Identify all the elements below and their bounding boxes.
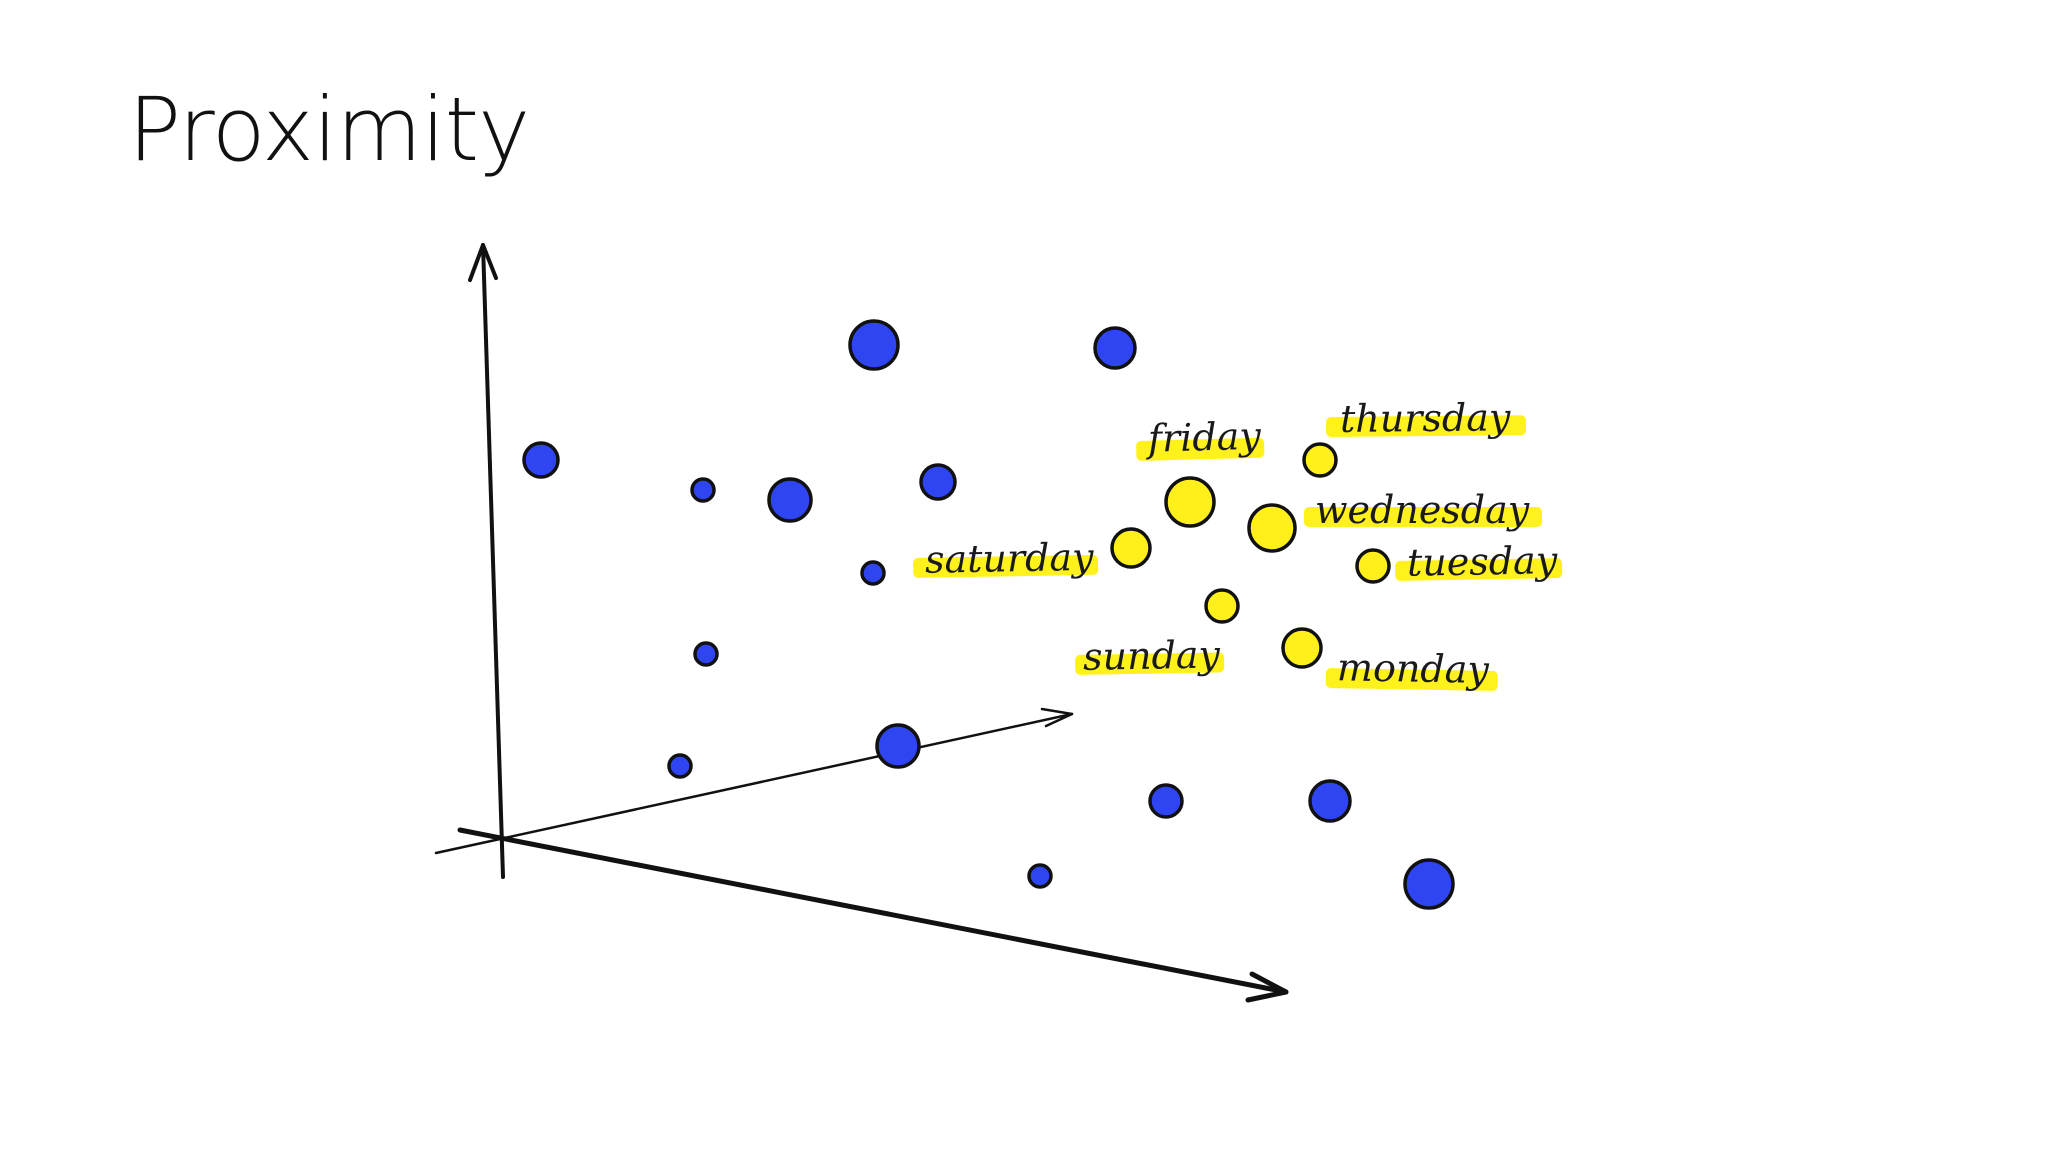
- data-points: [522, 319, 1455, 910]
- word-monday: monday: [1337, 645, 1490, 692]
- highlight-monday: [1325, 668, 1498, 691]
- highlight-friday: [1136, 437, 1265, 461]
- label-thursday: thursday: [1326, 395, 1527, 441]
- blue-point-1: [848, 319, 900, 371]
- axes: [434, 243, 1289, 1003]
- word-friday: friday: [1144, 414, 1261, 461]
- label-tuesday: tuesday: [1395, 538, 1563, 585]
- depth-axis: [434, 712, 1074, 855]
- blue-point-4: [690, 477, 716, 503]
- highlight-wednesday: [1304, 507, 1542, 527]
- highlight-sunday: [1075, 652, 1225, 675]
- blue-point-12: [1308, 779, 1352, 823]
- yellow-point-6: [1204, 588, 1240, 624]
- vertical-axis-arrowhead: [468, 243, 498, 282]
- highlight-tuesday: [1395, 558, 1563, 581]
- blue-point-13: [1027, 863, 1053, 889]
- yellow-point-3: [1247, 503, 1297, 553]
- depth-axis-arrowhead: [1040, 707, 1074, 728]
- yellow-point-2: [1164, 476, 1216, 528]
- blue-point-11: [1148, 783, 1184, 819]
- label-saturday: saturday: [913, 535, 1099, 582]
- highlight-saturday: [913, 554, 1099, 578]
- word-sunday: sunday: [1083, 632, 1221, 678]
- horizontal-axis: [457, 827, 1289, 995]
- blue-point-6: [919, 463, 957, 501]
- blue-point-5: [767, 477, 813, 523]
- blue-point-3: [522, 441, 560, 479]
- blue-point-8: [693, 641, 719, 667]
- label-wednesday: wednesday: [1304, 488, 1542, 532]
- word-tuesday: tuesday: [1407, 538, 1558, 585]
- blue-point-9: [667, 753, 693, 779]
- vertical-axis: [481, 243, 505, 879]
- horizontal-axis-arrowhead: [1245, 971, 1289, 1003]
- blue-point-7: [860, 560, 886, 586]
- blue-point-14: [1403, 858, 1455, 910]
- blue-point-2: [1093, 326, 1137, 370]
- yellow-point-5: [1355, 548, 1391, 584]
- word-saturday: saturday: [925, 535, 1095, 582]
- yellow-point-4: [1110, 527, 1152, 569]
- yellow-point-1: [1302, 442, 1338, 478]
- label-friday: friday: [1136, 414, 1265, 461]
- label-sunday: sunday: [1075, 632, 1225, 679]
- highlight-thursday: [1326, 415, 1527, 437]
- label-monday: monday: [1325, 645, 1498, 692]
- weekday-labels: friday thursday wednesday saturday tuesday su…: [913, 395, 1563, 692]
- word-thursday: thursday: [1340, 395, 1511, 440]
- blue-point-10: [875, 723, 921, 769]
- slide-title: Proximity: [128, 78, 530, 181]
- yellow-point-7: [1281, 627, 1323, 669]
- word-wednesday: wednesday: [1315, 488, 1530, 532]
